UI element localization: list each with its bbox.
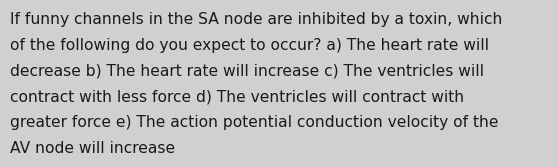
Text: If funny channels in the SA node are inhibited by a toxin, which: If funny channels in the SA node are inh… — [10, 12, 502, 27]
Text: AV node will increase: AV node will increase — [10, 141, 175, 156]
Text: decrease b) The heart rate will increase c) The ventricles will: decrease b) The heart rate will increase… — [10, 63, 484, 78]
Text: of the following do you expect to occur? a) The heart rate will: of the following do you expect to occur?… — [10, 38, 489, 53]
Text: contract with less force d) The ventricles will contract with: contract with less force d) The ventricl… — [10, 89, 464, 104]
Text: greater force e) The action potential conduction velocity of the: greater force e) The action potential co… — [10, 115, 498, 130]
